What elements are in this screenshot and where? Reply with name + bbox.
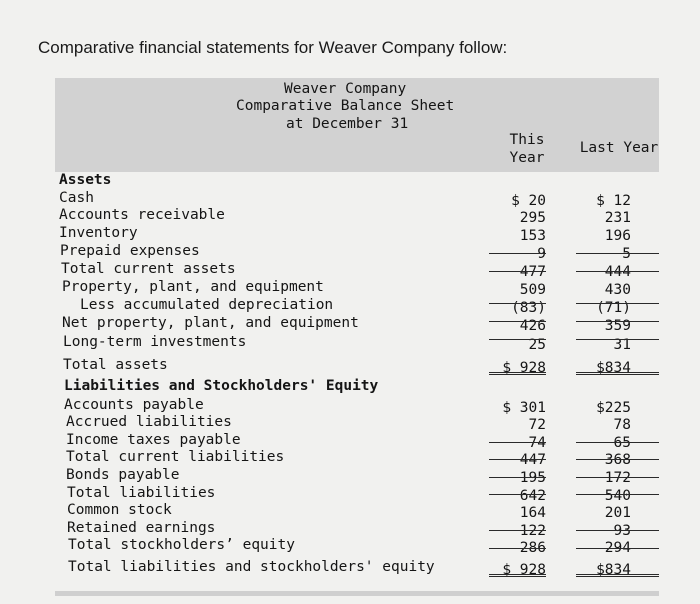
subtotal-rule [489, 321, 546, 322]
subtotal-rule [576, 530, 659, 531]
row-label: Accrued liabilities [66, 414, 232, 430]
this-year-value: 642 [519, 488, 546, 504]
subtotal-rule [489, 442, 546, 443]
this-year-value: 72 [528, 417, 546, 433]
row-label: Net property, plant, and equipment [62, 315, 359, 331]
row-label: Retained earnings [67, 520, 216, 536]
this-year-value: 195 [519, 470, 546, 486]
statement-header [55, 78, 659, 172]
this-year-value: 477 [519, 264, 546, 280]
subtotal-rule [489, 548, 546, 549]
subtotal-rule [576, 339, 659, 340]
last-year-value: 201 [604, 505, 631, 521]
subtotal-rule [576, 459, 659, 460]
subtotal-rule [489, 303, 546, 304]
last-year-value: 444 [604, 264, 631, 280]
subtotal-rule [576, 442, 659, 443]
this-year-value: $ 20 [511, 193, 546, 209]
total-double-rule [489, 574, 546, 577]
column-header-last-year: Last Year [579, 140, 659, 156]
total-double-rule [576, 574, 659, 577]
intro-text: Comparative financial statements for Wea… [38, 38, 508, 57]
subtotal-rule [576, 477, 659, 478]
statement-date: at December 31 [286, 116, 409, 132]
subtotal-rule [489, 339, 546, 340]
subtotal-rule [489, 253, 546, 254]
row-label: Long-term investments [63, 334, 247, 350]
subtotal-rule [576, 303, 659, 304]
this-year-value: 426 [519, 318, 546, 334]
column-header-this-year-line1: This [509, 132, 545, 148]
this-year-value: 122 [519, 523, 546, 539]
subtotal-rule [576, 494, 659, 495]
last-year-value: 368 [604, 452, 631, 468]
subtotal-rule [489, 477, 546, 478]
row-label: Less accumulated depreciation [80, 297, 334, 313]
total-double-rule [576, 372, 659, 375]
last-year-value: 65 [613, 435, 631, 451]
row-label: Assets [59, 172, 112, 188]
subtotal-rule [489, 459, 546, 460]
last-year-value: 93 [613, 523, 631, 539]
row-label: Property, plant, and equipment [62, 279, 324, 295]
row-label: Liabilities and Stockholders' Equity [64, 378, 379, 394]
this-year-value: 295 [519, 210, 546, 226]
last-year-value: 172 [604, 470, 631, 486]
subtotal-rule [489, 271, 546, 272]
this-year-value: 164 [519, 505, 546, 521]
row-label: Bonds payable [66, 467, 180, 483]
row-label: Cash [59, 190, 94, 206]
last-year-value: (71) [596, 300, 631, 316]
column-header-this-year-line2: Year [509, 150, 545, 166]
row-label: Accounts payable [64, 397, 204, 413]
last-year-value: 196 [604, 228, 631, 244]
row-label: Income taxes payable [66, 432, 241, 448]
row-label: Inventory [59, 225, 138, 241]
row-label: Common stock [67, 502, 172, 518]
row-label: Total current assets [61, 261, 236, 277]
this-year-value: 153 [519, 228, 546, 244]
table-bottom-bar [55, 591, 659, 596]
last-year-value: 78 [613, 417, 631, 433]
row-label: Accounts receivable [59, 207, 225, 223]
total-double-rule [489, 372, 546, 375]
statement-title: Comparative Balance Sheet [236, 98, 455, 114]
this-year-value: 74 [528, 435, 546, 451]
row-label: Total assets [63, 357, 168, 373]
last-year-value: 359 [604, 318, 631, 334]
this-year-value: $ 301 [502, 400, 546, 416]
row-label: Prepaid expenses [60, 243, 200, 259]
last-year-value: $225 [596, 400, 631, 416]
this-year-value: 25 [528, 337, 546, 353]
row-label: Total current liabilities [66, 449, 285, 465]
row-label: Total liabilities and stockholders' equi… [68, 559, 435, 575]
this-year-value: (83) [511, 300, 546, 316]
last-year-value: 5 [622, 246, 631, 262]
row-label: Total liabilities [67, 485, 216, 501]
last-year-value: 31 [613, 337, 631, 353]
subtotal-rule [489, 494, 546, 495]
this-year-value: 509 [519, 282, 546, 298]
subtotal-rule [489, 530, 546, 531]
subtotal-rule [576, 321, 659, 322]
subtotal-rule [576, 548, 659, 549]
last-year-value: $ 12 [596, 193, 631, 209]
last-year-value: 231 [604, 210, 631, 226]
subtotal-rule [576, 253, 659, 254]
column-header-this-year: This Year [497, 131, 557, 167]
this-year-value: 9 [537, 246, 546, 262]
row-label: Total stockholders’ equity [68, 537, 295, 553]
this-year-value: 447 [519, 452, 546, 468]
subtotal-rule [576, 271, 659, 272]
last-year-value: 540 [604, 488, 631, 504]
last-year-value: 430 [604, 282, 631, 298]
company-name: Weaver Company [284, 81, 407, 97]
